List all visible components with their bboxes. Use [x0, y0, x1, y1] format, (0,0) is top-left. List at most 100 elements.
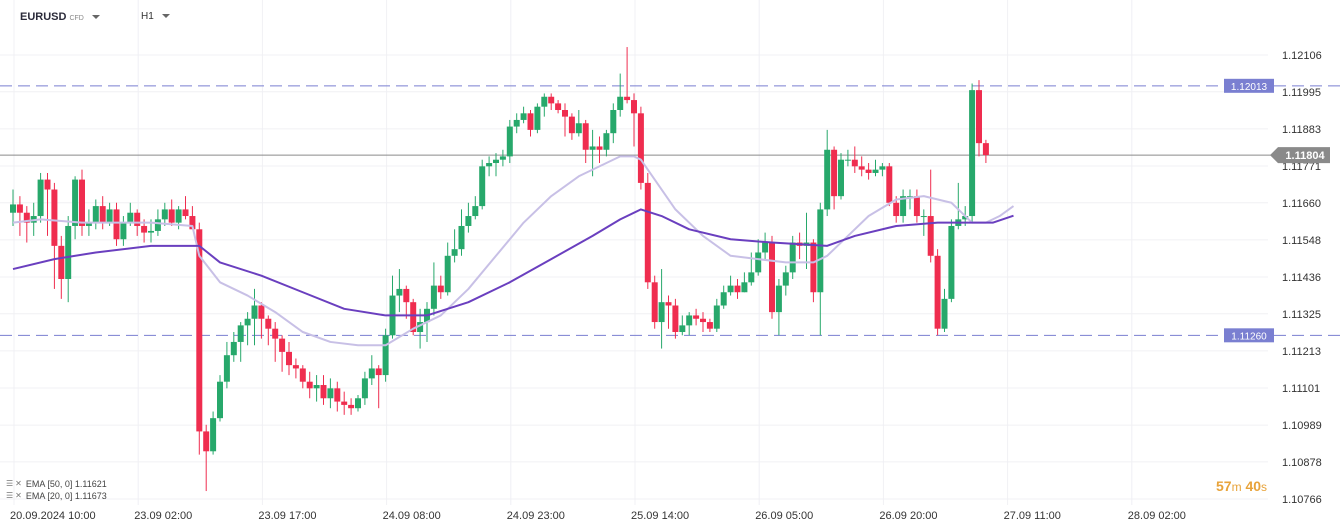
symbol-selector[interactable]: EURUSD CFD: [20, 11, 100, 23]
candle-down: [16, 204, 23, 213]
x-tick-label: 20.09.2024 10:00: [10, 510, 96, 522]
candle-down: [858, 166, 865, 170]
candle-up: [727, 285, 734, 293]
chevron-down-icon: [91, 15, 100, 20]
candle-up: [458, 225, 465, 250]
candle-up: [92, 206, 99, 223]
candle-up: [175, 209, 182, 223]
close-icon[interactable]: ✕: [15, 479, 22, 488]
y-tick-label: 1.12106: [1282, 50, 1322, 62]
y-tick-label: 1.11995: [1282, 87, 1321, 99]
x-tick-label: 27.09 11:00: [1004, 510, 1061, 522]
level-badge: [1224, 78, 1274, 93]
candle-up: [230, 341, 237, 356]
close-icon[interactable]: ✕: [15, 491, 22, 500]
time-axis[interactable]: 20.09.2024 10:00 23.09 02:00 23.09 17:00 24…: [10, 510, 1186, 522]
y-tick-label: 1.11325: [1282, 309, 1321, 321]
candle-up: [844, 159, 851, 161]
candle-down: [693, 315, 700, 319]
candle-down: [196, 229, 203, 432]
candle-down: [582, 123, 589, 150]
candle-down: [700, 318, 706, 323]
candle-down: [375, 368, 382, 376]
candle-down: [976, 90, 982, 144]
candle-down: [631, 100, 637, 114]
candle-up: [789, 242, 796, 273]
x-tick-label: 24.09 23:00: [507, 510, 565, 522]
x-tick-label: 25.09 14:00: [631, 510, 689, 522]
candle-up: [313, 385, 320, 389]
candle-up: [382, 335, 389, 376]
candle-up: [72, 179, 79, 226]
candle-up: [251, 305, 258, 319]
candle-down: [665, 302, 672, 306]
list-icon[interactable]: ☰: [6, 491, 14, 500]
candle-down: [51, 189, 58, 246]
candle-down: [706, 322, 713, 329]
candle-up: [589, 146, 596, 150]
candle-down: [734, 285, 741, 293]
candle-up: [817, 209, 824, 293]
y-tick-label: 1.11213: [1282, 346, 1321, 358]
candle-down: [769, 242, 775, 313]
candle-up: [838, 159, 844, 197]
candle-up: [824, 149, 831, 210]
candle-down: [272, 328, 279, 339]
chevron-down-icon: [161, 14, 170, 19]
candle-down: [292, 365, 299, 369]
candle-down: [893, 202, 900, 217]
candle-down: [79, 179, 85, 226]
candle-up: [120, 222, 127, 240]
level-badge-label: 1.11260: [1231, 331, 1267, 342]
candle-down: [927, 216, 934, 256]
candle-down: [568, 116, 575, 134]
candle-up: [575, 123, 582, 134]
candle-up: [879, 166, 886, 170]
candle-up: [900, 196, 907, 217]
candle-down: [334, 388, 341, 402]
candle-up: [37, 179, 44, 217]
candle-down: [320, 385, 327, 399]
candle-down: [58, 245, 65, 279]
candle-up: [396, 288, 403, 296]
candle-up: [127, 212, 134, 223]
symbol-name: EURUSD: [20, 11, 67, 23]
list-icon[interactable]: ☰: [6, 479, 14, 488]
candle-up: [941, 298, 948, 329]
candle-down: [596, 146, 603, 150]
legend-value: 1.11673: [74, 491, 107, 501]
y-tick-label: 1.11771: [1282, 161, 1321, 173]
candle-up: [223, 355, 230, 382]
candle-up: [368, 368, 375, 379]
candle-down: [134, 212, 141, 226]
candle-up: [479, 166, 486, 207]
candle-down: [182, 209, 189, 217]
ema20-line: [12, 155, 1015, 347]
candle-up: [493, 159, 499, 164]
candle-down: [555, 103, 562, 111]
y-tick-label: 1.10989: [1282, 420, 1322, 432]
candle-up: [430, 285, 437, 309]
candle-down: [403, 288, 410, 303]
timer-seconds: 40: [1245, 478, 1262, 494]
x-tick-label: 26.09 20:00: [879, 510, 937, 522]
timer-seconds-unit: s: [1261, 480, 1268, 494]
candle-up: [541, 96, 548, 107]
candle-down: [99, 206, 106, 223]
y-tick-label: 1.11883: [1282, 124, 1321, 136]
current-price-label: 1.11804: [1285, 150, 1325, 162]
level-badge-label: 1.12013: [1231, 82, 1268, 93]
candle-up: [755, 252, 762, 273]
price-axis[interactable]: 1.12106 1.11995 1.11883 1.11771 1.11660 1.115…: [1282, 50, 1322, 506]
candle-up: [444, 255, 451, 293]
candle-up: [465, 216, 472, 226]
candle-up: [679, 325, 686, 333]
legend-label: EMA [50, 0]: [25, 479, 73, 489]
candle-up: [85, 222, 92, 226]
x-tick-label: 26.09 05:00: [755, 510, 813, 522]
timeframe-selector[interactable]: H1: [141, 11, 170, 22]
candle-up: [161, 209, 168, 220]
legend-value: 1.11621: [74, 479, 107, 489]
grid: [0, 0, 1268, 505]
